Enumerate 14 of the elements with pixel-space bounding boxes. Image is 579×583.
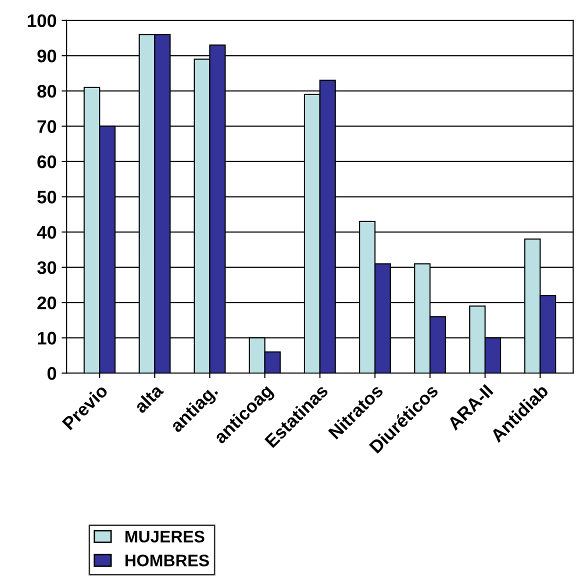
y-tick-label: 90 bbox=[37, 50, 56, 62]
y-tick-label: 60 bbox=[37, 155, 56, 168]
y-tick-label: 50 bbox=[37, 190, 56, 204]
y-tick-label: 10 bbox=[38, 332, 56, 345]
y-tick-label: 40 bbox=[37, 226, 56, 239]
y-tick-label: 0 bbox=[48, 367, 56, 380]
y-tick-label: 80 bbox=[37, 84, 56, 98]
legend-label: HOMBRES bbox=[126, 554, 209, 566]
legend-label: MUJERES bbox=[126, 530, 204, 543]
y-tick-label: 20 bbox=[37, 296, 56, 310]
y-tick-label: 100 bbox=[28, 14, 56, 28]
x-tick-label: alta bbox=[133, 382, 164, 414]
y-tick-label: 70 bbox=[38, 120, 56, 133]
y-tick-label: 30 bbox=[37, 261, 56, 274]
